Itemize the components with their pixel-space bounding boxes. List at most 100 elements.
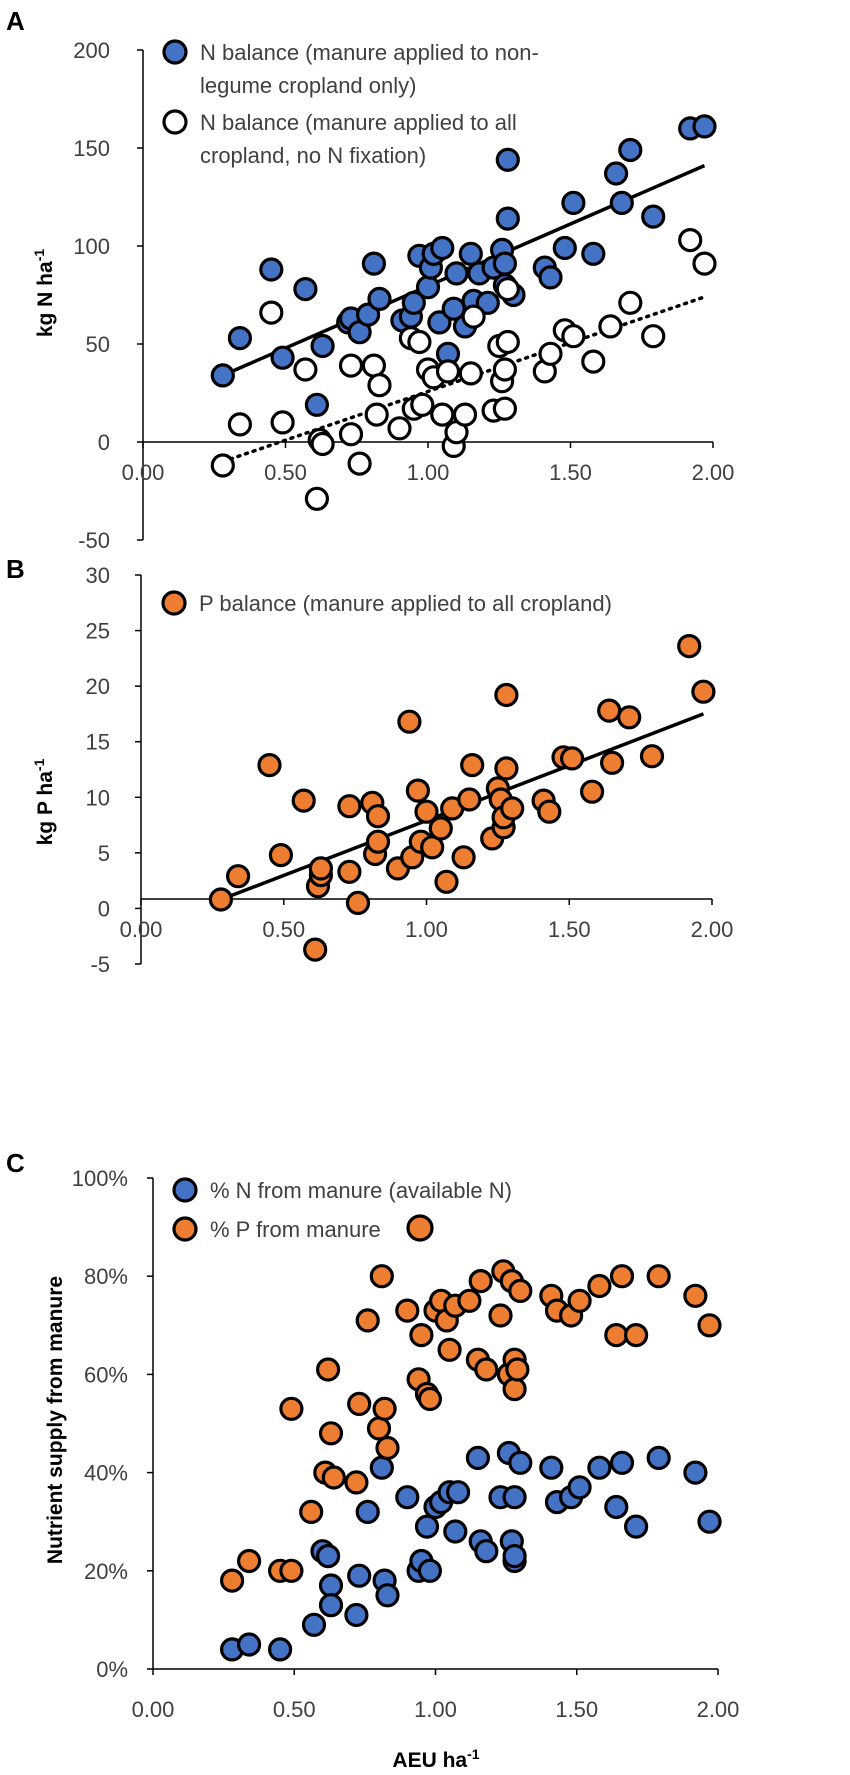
data-point-series-2 — [508, 1278, 533, 1304]
data-point-series-2 — [678, 228, 703, 253]
data-point-series-1 — [367, 286, 392, 311]
data-point-series-1 — [465, 1445, 490, 1471]
data-point-series-1 — [347, 1563, 372, 1588]
data-point-series-1 — [293, 277, 318, 302]
data-point-series-2 — [417, 1386, 442, 1412]
data-point-series-1 — [397, 709, 422, 734]
panel-letter-a: A — [6, 6, 25, 36]
data-point-series-1 — [646, 1445, 671, 1471]
data-point-series-1 — [227, 326, 252, 351]
data-point-series-2 — [237, 1548, 262, 1574]
data-point-series-2 — [387, 416, 412, 441]
data-point-series-2 — [375, 1435, 400, 1461]
data-point-series-2 — [338, 353, 364, 378]
legend-marker — [406, 1214, 434, 1242]
data-point-series-2 — [468, 1268, 493, 1294]
data-point-series-2 — [227, 412, 252, 437]
legend-marker — [161, 590, 187, 616]
data-point-series-1 — [208, 887, 233, 912]
y-tick-label: 150 — [73, 136, 110, 161]
x-tick-label: 0.50 — [262, 917, 305, 942]
y-tick-label: 0 — [98, 430, 110, 455]
data-point-series-2 — [461, 304, 486, 329]
data-point-series-1 — [308, 856, 333, 881]
data-point-series-2 — [270, 410, 295, 435]
data-point-series-1 — [604, 1494, 629, 1520]
data-point-series-1 — [537, 799, 562, 824]
data-point-series-2 — [338, 422, 364, 447]
data-point-series-2 — [561, 324, 586, 349]
y-tick-label: 0% — [96, 1657, 128, 1682]
data-point-series-1 — [356, 302, 381, 327]
data-point-series-1 — [587, 1455, 612, 1480]
data-point-series-1 — [337, 794, 362, 819]
legend-label: legume cropland only) — [200, 73, 416, 98]
data-point-series-2 — [598, 314, 623, 339]
data-point-series-1 — [451, 845, 476, 870]
data-point-series-2 — [435, 359, 461, 384]
data-point-series-1 — [494, 682, 519, 708]
data-point-series-2 — [304, 486, 329, 511]
data-point-series-2 — [372, 1396, 397, 1421]
y-tick-label: 30 — [86, 563, 110, 588]
data-point-series-1 — [683, 1460, 708, 1485]
data-point-series-1 — [434, 869, 459, 894]
data-point-series-1 — [226, 864, 251, 889]
data-point-series-2 — [618, 290, 643, 315]
data-point-series-2 — [410, 392, 435, 417]
x-tick-label: 1.00 — [414, 1697, 457, 1722]
x-tick-label: 2.00 — [692, 460, 735, 485]
data-point-series-2 — [492, 396, 517, 421]
data-point-series-2 — [457, 1288, 482, 1313]
data-point-series-1 — [427, 310, 452, 335]
data-point-series-1 — [552, 235, 577, 261]
data-point-series-1 — [579, 779, 605, 804]
data-point-series-1 — [361, 251, 386, 276]
data-point-series-2 — [407, 329, 432, 355]
data-point-series-2 — [344, 1470, 369, 1495]
data-point-series-2 — [505, 1357, 530, 1382]
legend-label: cropland, no N fixation) — [200, 143, 426, 168]
data-point-series-1 — [401, 290, 426, 315]
data-point-series-1 — [268, 1637, 293, 1662]
y-tick-label: 20% — [84, 1559, 128, 1584]
data-point-series-1 — [310, 333, 335, 359]
data-point-series-1 — [268, 842, 293, 868]
data-point-series-1 — [395, 1485, 420, 1510]
data-point-series-1 — [337, 859, 362, 884]
data-point-series-1 — [618, 137, 643, 163]
data-point-series-2 — [697, 1313, 722, 1338]
data-point-series-2 — [692, 251, 717, 276]
data-point-series-2 — [367, 373, 392, 398]
y-tick-label: 25 — [86, 619, 110, 644]
data-point-series-2 — [495, 277, 520, 302]
data-point-series-2 — [437, 1337, 462, 1362]
data-point-series-1 — [355, 1499, 380, 1525]
y-tick-label: -5 — [90, 952, 110, 977]
data-point-series-2 — [259, 300, 284, 325]
x-axis-title: AEU ha-1 — [392, 1746, 479, 1772]
legend-marker — [172, 1216, 198, 1242]
data-points — [220, 1259, 722, 1662]
legend-marker — [172, 1177, 198, 1203]
data-point-series-1 — [414, 1514, 440, 1539]
data-point-series-1 — [375, 1583, 400, 1608]
data-point-series-1 — [581, 241, 606, 266]
data-point-series-1 — [415, 275, 441, 300]
x-tick-label: 2.00 — [691, 917, 734, 942]
legend-label: N balance (manure applied to all — [200, 110, 517, 135]
data-point-series-1 — [345, 890, 371, 916]
data-point-series-2 — [488, 1303, 513, 1328]
data-point-series-1 — [460, 752, 485, 778]
data-point-series-1 — [623, 1514, 649, 1539]
data-point-series-2 — [581, 349, 606, 374]
y-tick-label: 100% — [72, 1166, 128, 1191]
data-point-series-1 — [257, 752, 282, 778]
data-point-series-2 — [279, 1396, 304, 1421]
data-point-series-1 — [318, 1593, 344, 1618]
data-point-series-1 — [417, 1558, 442, 1583]
data-point-series-2 — [321, 1465, 346, 1490]
data-point-series-1 — [500, 796, 525, 821]
axes: 100% 80% 60% 40% 20% 0%0.00 0.50 1.00 1.50 2.00 — [72, 1166, 740, 1722]
